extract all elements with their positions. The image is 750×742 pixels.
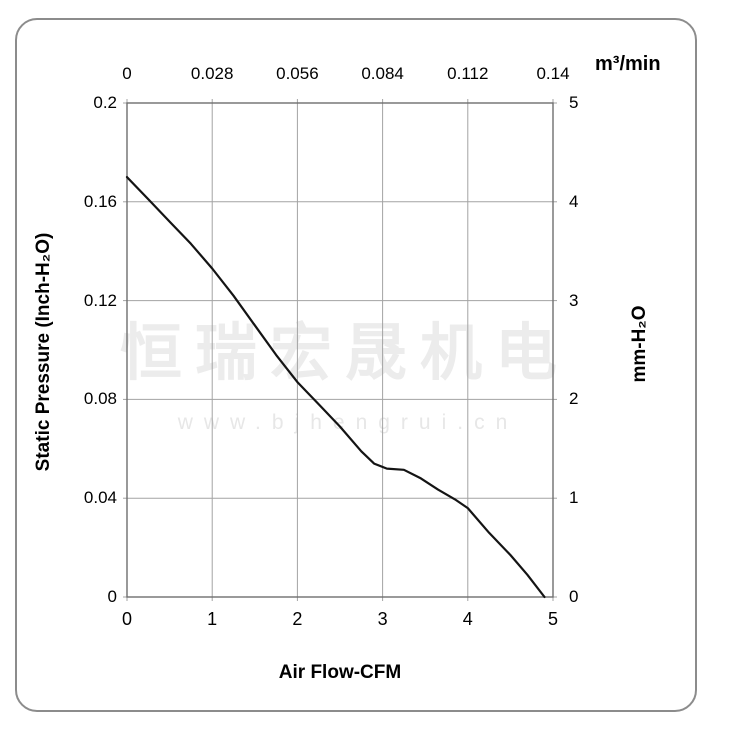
left-axis-tick-label: 0.2 <box>93 93 117 112</box>
left-axis-tick-label: 0.08 <box>83 389 117 409</box>
bottom-axis-tick-label: 1 <box>207 609 218 629</box>
plot-area-svg <box>123 99 557 601</box>
right-axis-tick-label: 4 <box>569 191 579 211</box>
pressure-flow-curve <box>125 176 546 599</box>
bottom-axis-tick-label: 2 <box>292 609 303 629</box>
watermark-chinese-text: 恒瑞宏晟机电 <box>119 319 571 388</box>
plot-border <box>126 102 554 598</box>
left-y-axis-title: Static Pressure (Inch-H₂O) <box>33 232 54 472</box>
bottom-axis-tick-label: 4 <box>462 609 473 629</box>
right-axis-tick-label: 0 <box>569 587 579 606</box>
top-axis-tick-label: 0.028 <box>190 64 234 83</box>
right-axis-tick-label: 5 <box>569 93 579 112</box>
left-axis-tick-label: 0.16 <box>83 191 117 211</box>
right-axis-tick-label: 2 <box>569 389 579 409</box>
left-axis-tick-label: 0.12 <box>83 290 117 310</box>
top-axis-tick-label: 0 <box>122 64 132 83</box>
top-axis-tick-label: 0.084 <box>361 64 404 83</box>
top-axis-tick-label: 0.14 <box>536 64 570 83</box>
right-axis-tick-label: 3 <box>569 290 579 310</box>
bottom-axis-tick-label: 3 <box>377 609 388 629</box>
bottom-axis-tick-label: 5 <box>547 609 559 629</box>
x-axis-title: Air Flow-CFM <box>278 662 402 683</box>
top-axis-tick-label: 0.056 <box>276 64 319 83</box>
top-axis-unit-label: m³/min <box>595 53 661 75</box>
bottom-axis-tick-label: 0 <box>121 609 133 629</box>
left-axis-tick-label: 0 <box>107 587 117 606</box>
watermark-website-text: www.bjhengrui.cn <box>177 411 519 434</box>
left-axis-tick-label: 0.04 <box>83 488 117 508</box>
right-y-axis-title: mm-H₂O <box>629 305 650 383</box>
top-axis-tick-label: 0.112 <box>447 64 489 83</box>
right-axis-tick-label: 1 <box>569 488 579 508</box>
